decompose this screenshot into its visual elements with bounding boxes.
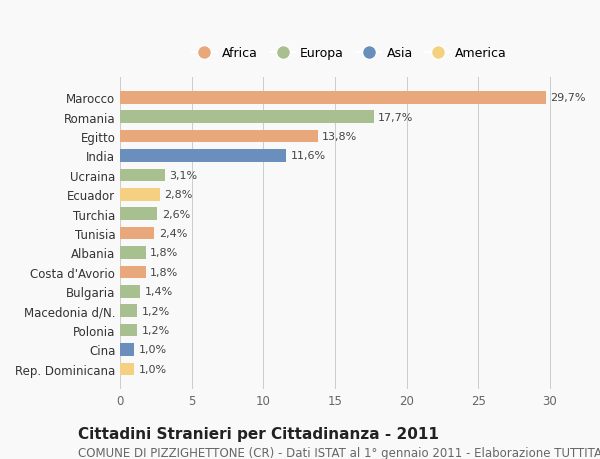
Text: Cittadini Stranieri per Cittadinanza - 2011: Cittadini Stranieri per Cittadinanza - 2… [78,425,439,441]
Text: 3,1%: 3,1% [169,170,197,180]
Bar [120,130,318,143]
Text: 2,4%: 2,4% [159,229,187,239]
Text: 29,7%: 29,7% [550,93,586,103]
Text: 1,8%: 1,8% [150,248,178,258]
Bar [120,266,146,279]
Text: 17,7%: 17,7% [378,112,413,123]
Bar [120,169,164,182]
Bar [120,92,545,104]
Text: 13,8%: 13,8% [322,132,358,142]
Bar [120,285,140,298]
Bar [120,305,137,317]
Bar [120,111,374,124]
Bar [120,246,146,259]
Bar [120,324,137,336]
Text: 1,0%: 1,0% [139,364,167,374]
Text: 11,6%: 11,6% [290,151,326,161]
Text: 1,0%: 1,0% [139,345,167,355]
Bar [120,189,160,201]
Legend: Africa, Europa, Asia, America: Africa, Europa, Asia, America [188,43,511,64]
Text: 1,2%: 1,2% [142,306,170,316]
Text: COMUNE DI PIZZIGHETTONE (CR) - Dati ISTAT al 1° gennaio 2011 - Elaborazione TUTT: COMUNE DI PIZZIGHETTONE (CR) - Dati ISTA… [78,446,600,459]
Text: 1,4%: 1,4% [145,286,173,297]
Text: 1,8%: 1,8% [150,267,178,277]
Text: 2,6%: 2,6% [161,209,190,219]
Text: 1,2%: 1,2% [142,325,170,336]
Bar [120,208,157,220]
Bar [120,363,134,375]
Bar [120,227,154,240]
Bar [120,150,286,162]
Text: 2,8%: 2,8% [164,190,193,200]
Bar [120,343,134,356]
